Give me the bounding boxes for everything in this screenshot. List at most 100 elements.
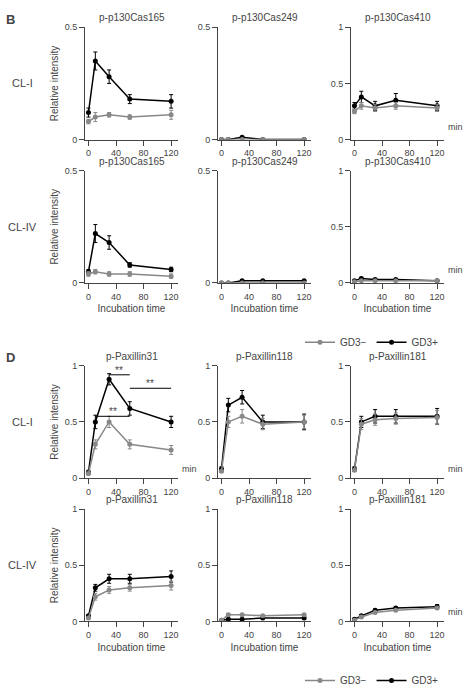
svg-text:120: 120 — [430, 630, 445, 640]
svg-text:0.5: 0.5 — [198, 417, 211, 427]
svg-text:40: 40 — [244, 148, 254, 158]
svg-text:Relative intensity: Relative intensity — [49, 189, 60, 265]
svg-text:80: 80 — [272, 487, 282, 497]
svg-text:0: 0 — [338, 135, 343, 145]
svg-text:1: 1 — [338, 166, 343, 176]
svg-text:p-p130Cas165: p-p130Cas165 — [99, 156, 165, 167]
svg-text:40: 40 — [244, 487, 254, 497]
svg-text:min: min — [182, 464, 197, 474]
svg-text:**: ** — [115, 365, 123, 376]
svg-text:40: 40 — [111, 148, 121, 158]
svg-text:0.5: 0.5 — [65, 560, 78, 570]
svg-text:D: D — [6, 350, 15, 365]
svg-text:Incubation time: Incubation time — [364, 303, 432, 314]
svg-text:0.5: 0.5 — [198, 22, 211, 32]
svg-text:min: min — [448, 607, 463, 617]
svg-text:0: 0 — [86, 148, 91, 158]
svg-text:Relative intensity: Relative intensity — [49, 528, 60, 604]
svg-text:0: 0 — [219, 292, 224, 302]
svg-text:0: 0 — [352, 630, 357, 640]
svg-text:120: 120 — [164, 292, 179, 302]
svg-text:0: 0 — [205, 473, 210, 483]
svg-text:0.5: 0.5 — [65, 417, 78, 427]
svg-text:min: min — [448, 265, 463, 275]
svg-text:1: 1 — [338, 504, 343, 514]
svg-text:1: 1 — [72, 504, 77, 514]
svg-text:80: 80 — [139, 292, 149, 302]
svg-text:p-p130Cas249: p-p130Cas249 — [232, 12, 298, 23]
svg-text:0: 0 — [338, 473, 343, 483]
svg-text:1: 1 — [338, 22, 343, 32]
svg-text:120: 120 — [430, 487, 445, 497]
svg-text:1: 1 — [205, 361, 210, 371]
svg-text:0: 0 — [72, 135, 77, 145]
svg-text:GD3+: GD3+ — [412, 675, 439, 686]
svg-text:Incubation time: Incubation time — [98, 303, 166, 314]
svg-text:0: 0 — [205, 135, 210, 145]
svg-text:120: 120 — [164, 630, 179, 640]
svg-text:p-p130Cas410: p-p130Cas410 — [365, 12, 431, 23]
svg-text:CL-IV: CL-IV — [8, 559, 37, 571]
svg-text:40: 40 — [111, 630, 121, 640]
svg-text:1: 1 — [338, 361, 343, 371]
svg-text:CL-I: CL-I — [12, 416, 33, 428]
svg-text:p-Paxillin31: p-Paxillin31 — [106, 494, 158, 505]
svg-text:GD3−: GD3− — [340, 337, 367, 348]
svg-text:0: 0 — [205, 278, 210, 288]
svg-text:CL-I: CL-I — [12, 77, 33, 89]
svg-text:p-Paxillin31: p-Paxillin31 — [106, 351, 158, 362]
svg-text:80: 80 — [272, 292, 282, 302]
svg-text:p-p130Cas165: p-p130Cas165 — [99, 12, 165, 23]
svg-text:**: ** — [109, 406, 117, 417]
svg-text:0: 0 — [338, 617, 343, 627]
svg-text:p-p130Cas249: p-p130Cas249 — [232, 156, 298, 167]
svg-text:0.5: 0.5 — [198, 166, 211, 176]
svg-text:120: 120 — [430, 148, 445, 158]
svg-text:min: min — [448, 464, 463, 474]
svg-text:40: 40 — [377, 148, 387, 158]
svg-text:120: 120 — [164, 487, 179, 497]
svg-text:80: 80 — [405, 148, 415, 158]
svg-text:p-Paxillin181: p-Paxillin181 — [369, 351, 427, 362]
svg-text:Incubation time: Incubation time — [231, 303, 299, 314]
svg-text:0.5: 0.5 — [331, 417, 344, 427]
svg-text:0: 0 — [352, 148, 357, 158]
svg-text:0.5: 0.5 — [65, 22, 78, 32]
svg-text:Relative intensity: Relative intensity — [49, 46, 60, 122]
svg-text:p-Paxillin118: p-Paxillin118 — [236, 351, 293, 362]
svg-text:40: 40 — [111, 487, 121, 497]
svg-text:0: 0 — [72, 278, 77, 288]
svg-text:40: 40 — [377, 630, 387, 640]
svg-text:0: 0 — [86, 487, 91, 497]
svg-text:0: 0 — [219, 487, 224, 497]
svg-text:B: B — [6, 12, 15, 27]
svg-text:80: 80 — [405, 487, 415, 497]
svg-text:0.5: 0.5 — [198, 560, 211, 570]
svg-text:Incubation time: Incubation time — [98, 642, 166, 653]
svg-text:80: 80 — [405, 630, 415, 640]
svg-text:40: 40 — [377, 487, 387, 497]
svg-text:GD3+: GD3+ — [412, 337, 439, 348]
svg-text:40: 40 — [244, 292, 254, 302]
svg-text:120: 120 — [297, 630, 312, 640]
svg-text:120: 120 — [430, 292, 445, 302]
svg-text:0: 0 — [352, 487, 357, 497]
svg-text:120: 120 — [164, 148, 179, 158]
svg-text:0: 0 — [86, 630, 91, 640]
svg-text:0.5: 0.5 — [331, 79, 344, 89]
svg-text:1: 1 — [72, 361, 77, 371]
svg-text:120: 120 — [297, 292, 312, 302]
svg-text:1: 1 — [205, 504, 210, 514]
svg-text:0.5: 0.5 — [65, 166, 78, 176]
svg-text:80: 80 — [139, 487, 149, 497]
svg-text:p-Paxillin181: p-Paxillin181 — [369, 494, 427, 505]
svg-text:0: 0 — [72, 617, 77, 627]
svg-text:Relative intensity: Relative intensity — [49, 384, 60, 460]
svg-text:120: 120 — [297, 487, 312, 497]
svg-text:0: 0 — [86, 292, 91, 302]
svg-text:0.5: 0.5 — [331, 560, 344, 570]
svg-text:0: 0 — [72, 473, 77, 483]
svg-text:min: min — [448, 122, 463, 132]
svg-text:0: 0 — [338, 278, 343, 288]
svg-text:0: 0 — [352, 292, 357, 302]
